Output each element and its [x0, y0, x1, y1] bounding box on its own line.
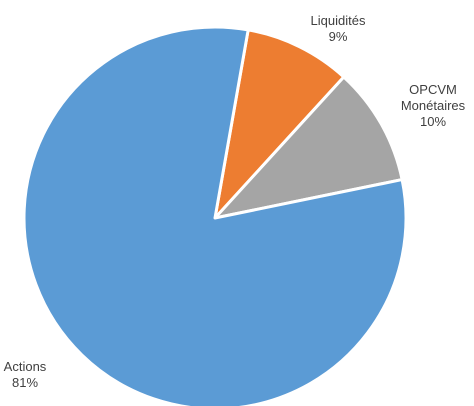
pie-slice-liquidites	[213, 28, 346, 220]
category-label: OPCVM	[409, 82, 457, 97]
pie-slices	[22, 25, 408, 406]
value-label: 10%	[420, 114, 446, 129]
pie-slice-actions	[22, 25, 408, 406]
value-label: 9%	[329, 29, 348, 44]
pie-labels: Liquidités 9% OPCVM Monétaires 10% Actions 81%	[4, 13, 466, 390]
category-label: Actions	[4, 359, 47, 374]
data-label-opcvm-monetaires: OPCVM Monétaires 10%	[401, 82, 466, 129]
category-label: Liquidités	[311, 13, 366, 28]
value-label: 81%	[12, 375, 38, 390]
category-label: Monétaires	[401, 98, 466, 113]
data-label-liquidites: Liquidités 9%	[311, 13, 366, 44]
data-label-actions: Actions 81%	[4, 359, 47, 390]
pie-slice-opcvm-monetaires	[213, 75, 404, 220]
